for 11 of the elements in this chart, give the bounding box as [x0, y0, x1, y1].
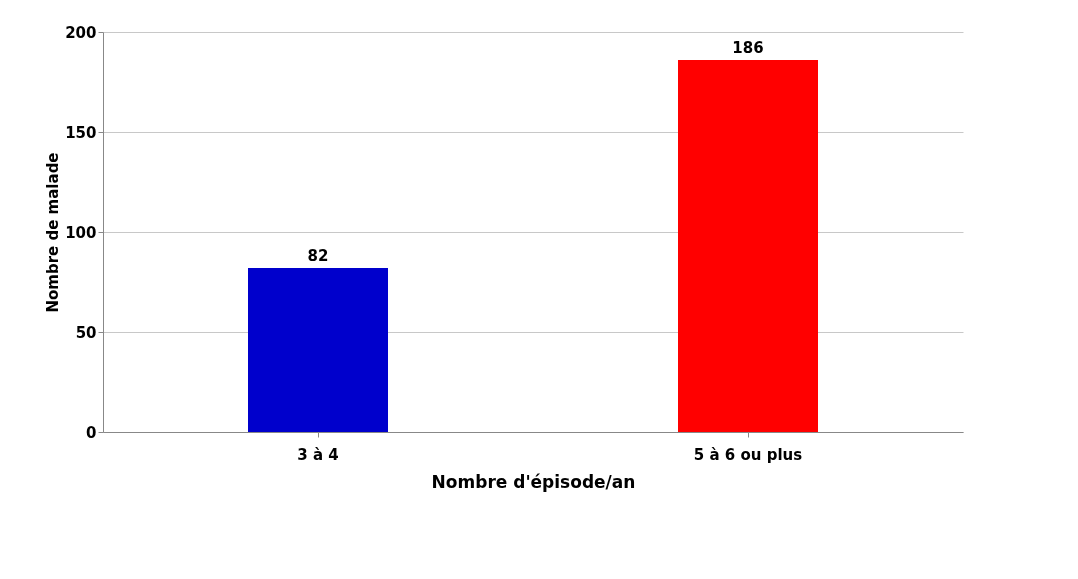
y-tick-label: 100: [65, 223, 97, 242]
y-axis-title: Nombre de malade: [44, 152, 63, 313]
y-tick-label: 50: [75, 323, 97, 342]
x-tick-label: 3 à 4: [297, 445, 339, 464]
y-tick-label: 150: [65, 123, 97, 142]
data-label: 186: [732, 39, 764, 57]
y-tick-label: 0: [86, 423, 97, 442]
y-tick-label: 200: [65, 23, 97, 42]
x-tick-label: 5 à 6 ou plus: [693, 445, 803, 464]
x-axis-title: Nombre d'épisode/an: [431, 471, 636, 492]
data-label: 82: [307, 247, 329, 265]
